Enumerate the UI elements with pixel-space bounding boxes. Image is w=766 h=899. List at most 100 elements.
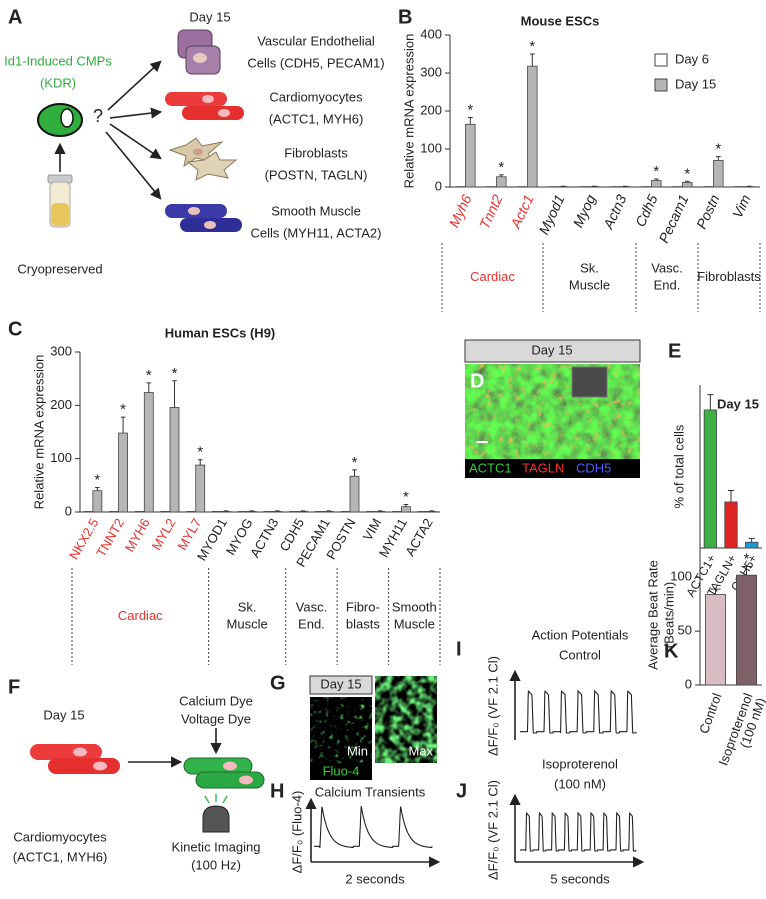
arrow	[106, 132, 160, 198]
bar	[196, 465, 205, 512]
bar	[392, 511, 401, 512]
group-label: blasts	[346, 616, 380, 631]
source-label: (KDR)	[40, 75, 76, 90]
panel-g: G Day 15 Min Max Fluo-4	[270, 672, 437, 780]
bar	[350, 476, 359, 512]
dye-label: Voltage Dye	[181, 711, 251, 726]
x-tick-label: Postn	[693, 192, 723, 231]
group-label: Muscle	[569, 277, 610, 292]
nucleus	[202, 95, 214, 103]
calcium-trace	[314, 806, 432, 848]
category-label: VIM	[360, 516, 385, 544]
y-tick-label: 100	[420, 140, 442, 155]
y-tick-label: 0	[435, 178, 442, 193]
significance-star: *	[146, 367, 152, 384]
x-tick-label: Myog	[570, 192, 599, 230]
cells-label: (ACTC1, MYH6)	[13, 849, 108, 864]
panel-d: Day 15 D ACTC1 TAGLN CDH5	[465, 340, 640, 478]
bar	[736, 575, 756, 685]
fate-label: Cells (CDH5, PECAM1)	[247, 55, 384, 70]
bar	[187, 511, 196, 512]
x-axis-label: 5 seconds	[550, 871, 610, 886]
bar	[290, 511, 299, 512]
group-label: End.	[298, 616, 325, 631]
nucleus	[61, 109, 73, 127]
bar	[725, 502, 737, 548]
legend-swatch	[655, 79, 667, 91]
x-axis-label: 2 seconds	[345, 871, 405, 886]
image-label: Min	[347, 743, 368, 758]
legend-label: Day 15	[675, 76, 716, 91]
bar	[299, 511, 308, 512]
significance-star: *	[172, 365, 178, 382]
dye-label: Calcium Dye	[179, 693, 253, 708]
category-label: Actc1	[507, 192, 537, 231]
panel-letter: B	[398, 6, 412, 28]
significance-star: *	[403, 489, 409, 506]
significance-star: *	[120, 401, 126, 418]
imaging-label: (100 Hz)	[191, 857, 241, 872]
source-label: Id1-Induced CMPs	[4, 53, 112, 68]
arrow	[108, 62, 160, 110]
panel-letter: D	[470, 370, 484, 392]
significance-star: *	[715, 141, 721, 158]
group-label: Vasc.	[296, 599, 328, 614]
fate-label: Fibroblasts	[284, 145, 348, 160]
group-label: Cardiac	[118, 608, 163, 623]
panel-letter: I	[456, 638, 462, 660]
fate-label: Cardiomyocytes	[269, 89, 363, 104]
category-label: Cdh5	[632, 192, 661, 229]
nucleus	[193, 149, 203, 156]
error-bar	[121, 417, 126, 433]
category-label: Myod1	[535, 192, 567, 237]
y-tick-label: 200	[420, 102, 442, 117]
error-bar	[275, 511, 280, 512]
image-label: Max	[408, 743, 433, 758]
bar	[528, 66, 538, 187]
fate-label: Vascular Endothelial	[257, 33, 375, 48]
category-label: Tnnt2	[476, 192, 506, 231]
fate-label: (POSTN, TAGLN)	[265, 167, 368, 182]
error-bar	[147, 383, 152, 393]
y-tick-label: 300	[50, 343, 72, 358]
error-bar	[301, 511, 306, 512]
category-label: Pecam1	[655, 192, 691, 245]
significance-star: *	[653, 163, 659, 180]
bar	[376, 511, 385, 512]
chart-title: Mouse ESCs	[521, 13, 600, 28]
y-axis-label: % of total cells	[671, 424, 686, 508]
day-label: Day 15	[43, 707, 84, 722]
bar	[238, 511, 247, 512]
group-label: Vasc.	[651, 260, 683, 275]
x-tick-label: Control	[696, 691, 724, 736]
group-label: Fibroblasts	[697, 269, 761, 284]
fate-label: (ACTC1, MYH6)	[269, 111, 364, 126]
error-bar	[530, 54, 535, 66]
error-bar	[468, 117, 473, 124]
fate-label: Smooth Muscle	[271, 203, 361, 218]
bar	[144, 393, 153, 512]
legend-swatch	[655, 54, 667, 66]
x-tick-label: MYL2	[149, 516, 179, 553]
bar	[466, 124, 476, 187]
group-label: Sk.	[238, 599, 257, 614]
y-tick-label: 100	[670, 569, 692, 584]
storage-label: Cryopreserved	[17, 261, 102, 276]
bar	[135, 511, 144, 512]
y-tick-label: 0	[65, 503, 72, 518]
panel-letter: J	[456, 780, 467, 802]
category-label: Actn3	[600, 192, 630, 232]
nucleus	[73, 748, 87, 757]
nucleus	[93, 762, 107, 771]
bar	[84, 511, 93, 512]
y-axis-label: Average Beat Rate	[645, 560, 660, 670]
emission	[205, 794, 227, 803]
nucleus	[223, 762, 237, 771]
trace-title: (100 nM)	[554, 776, 606, 791]
y-tick-label: 400	[420, 26, 442, 41]
error-bar	[707, 395, 713, 410]
bar	[418, 511, 427, 512]
chart-title: Human ESCs (H9)	[165, 325, 276, 340]
y-tick-label: 100	[50, 450, 72, 465]
